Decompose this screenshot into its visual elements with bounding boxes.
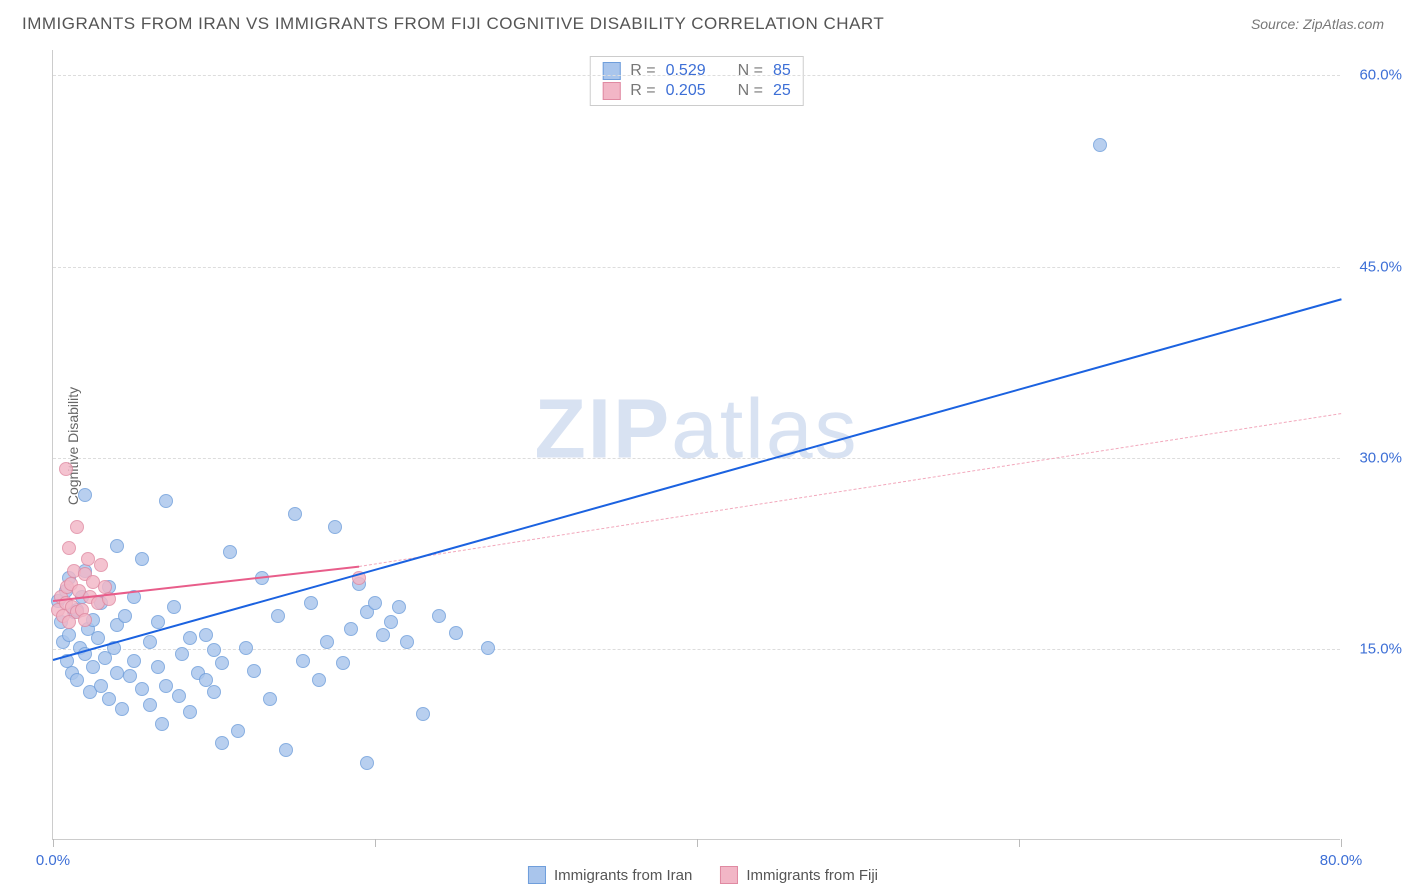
fiji-point [59,462,73,476]
y-tick-label: 60.0% [1359,67,1402,84]
iran-point [336,656,350,670]
fiji-point [94,558,108,572]
iran-point [392,600,406,614]
legend-item-fiji: Immigrants from Fiji [720,866,878,884]
iran-point [70,673,84,687]
iran-point [167,600,181,614]
iran-point [231,724,245,738]
iran-point [151,660,165,674]
fiji-point [62,541,76,555]
iran-point [239,641,253,655]
iran-point [400,635,414,649]
iran-point [143,635,157,649]
iran-point [263,692,277,706]
iran-point [320,635,334,649]
iran-point [91,631,105,645]
iran-point [215,736,229,750]
iran-n-value: 85 [773,62,791,80]
iran-point [115,702,129,716]
iran-point [344,622,358,636]
iran-point [183,705,197,719]
iran-point [328,520,342,534]
iran-point [279,743,293,757]
gridline [53,458,1340,459]
iran-point [1093,138,1107,152]
iran-point [304,596,318,610]
iran-legend-swatch [528,866,546,884]
fiji-point [70,520,84,534]
fiji-legend-label: Immigrants from Fiji [746,867,878,884]
iran-point [135,682,149,696]
iran-legend-label: Immigrants from Iran [554,867,692,884]
x-tick [53,839,54,847]
iran-point [183,631,197,645]
iran-point [110,539,124,553]
x-tick [375,839,376,847]
iran-point [247,664,261,678]
trend-line [53,299,1342,662]
iran-point [207,685,221,699]
fiji-point [78,613,92,627]
iran-point [416,707,430,721]
iran-point [207,643,221,657]
stats-row-iran: R = 0.529 N = 85 [602,61,791,81]
iran-point [175,647,189,661]
iran-point [159,679,173,693]
y-tick-label: 45.0% [1359,258,1402,275]
gridline [53,267,1340,268]
iran-point [215,656,229,670]
iran-point [135,552,149,566]
fiji-r-value: 0.205 [666,82,706,100]
iran-point [199,628,213,642]
x-tick [697,839,698,847]
iran-point [368,596,382,610]
iran-swatch [602,62,620,80]
iran-point [143,698,157,712]
iran-point [296,654,310,668]
chart-title: IMMIGRANTS FROM IRAN VS IMMIGRANTS FROM … [22,14,884,34]
fiji-n-value: 25 [773,82,791,100]
stats-legend: R = 0.529 N = 85 R = 0.205 N = 25 [589,56,804,106]
iran-point [271,609,285,623]
iran-point [432,609,446,623]
iran-point [110,666,124,680]
iran-point [127,654,141,668]
iran-point [172,689,186,703]
x-tick-label: 0.0% [36,852,70,869]
x-tick-label: 80.0% [1320,852,1363,869]
iran-point [118,609,132,623]
iran-point [481,641,495,655]
source-label: Source: ZipAtlas.com [1251,16,1384,32]
x-tick [1341,839,1342,847]
x-tick [1019,839,1020,847]
iran-point [62,628,76,642]
iran-point [312,673,326,687]
gridline [53,75,1340,76]
iran-point [199,673,213,687]
iran-r-value: 0.529 [666,62,706,80]
series-legend: Immigrants from Iran Immigrants from Fij… [528,866,878,884]
stats-row-fiji: R = 0.205 N = 25 [602,81,791,101]
iran-point [155,717,169,731]
iran-point [123,669,137,683]
iran-point [288,507,302,521]
iran-point [384,615,398,629]
iran-point [102,692,116,706]
iran-point [449,626,463,640]
iran-point [78,488,92,502]
iran-point [94,679,108,693]
fiji-legend-swatch [720,866,738,884]
iran-point [159,494,173,508]
fiji-point [81,552,95,566]
y-tick-label: 15.0% [1359,640,1402,657]
iran-point [360,756,374,770]
iran-point [376,628,390,642]
fiji-swatch [602,82,620,100]
legend-item-iran: Immigrants from Iran [528,866,692,884]
watermark: ZIPatlas [534,380,858,477]
chart-plot-area: ZIPatlas R = 0.529 N = 85 R = 0.205 N = … [52,50,1340,840]
y-tick-label: 30.0% [1359,449,1402,466]
iran-point [223,545,237,559]
